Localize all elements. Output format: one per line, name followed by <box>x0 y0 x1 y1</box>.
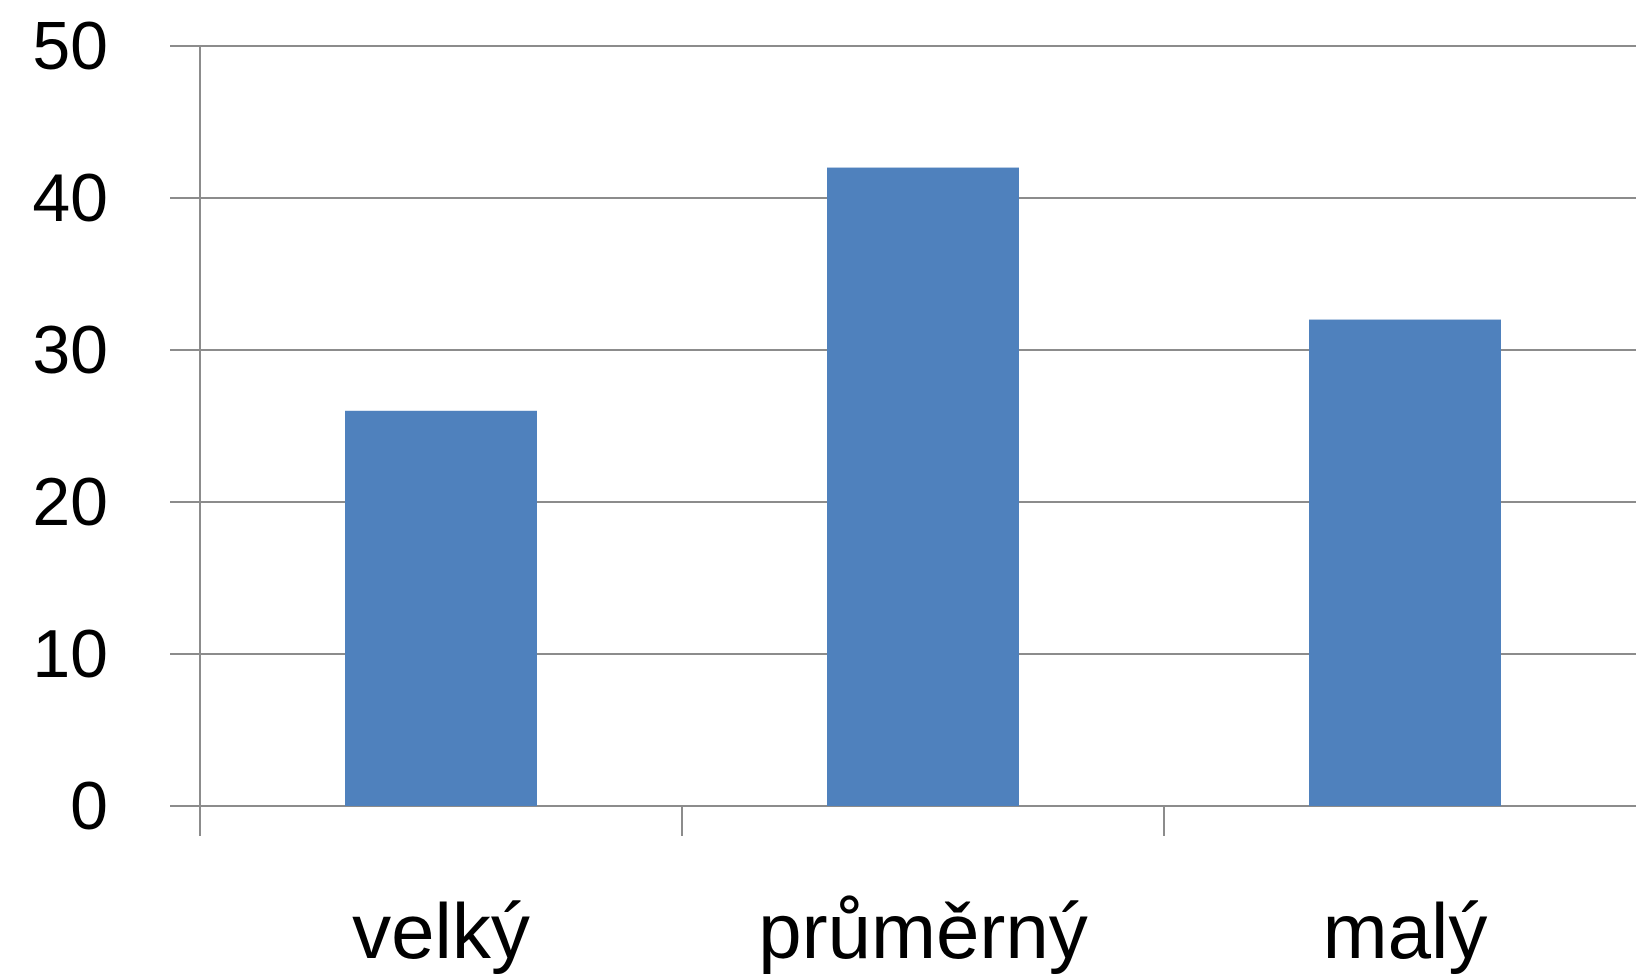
axes <box>199 46 1165 836</box>
y-tick-label: 0 <box>70 768 108 844</box>
x-tick-label: malý <box>1323 887 1488 974</box>
y-tick-label: 10 <box>32 616 108 692</box>
bar-1 <box>827 167 1019 807</box>
x-tick-label: průměrný <box>758 887 1087 974</box>
y-tick-label: 20 <box>32 464 108 540</box>
y-tick-label: 50 <box>32 8 108 84</box>
y-tick-labels: 0 10 20 30 40 50 <box>32 8 108 844</box>
bar-0 <box>345 410 537 806</box>
y-tick-label: 30 <box>32 312 108 388</box>
x-tick-labels: velký průměrný malý <box>352 887 1487 974</box>
x-tick-label: velký <box>352 887 530 974</box>
bars <box>345 167 1501 807</box>
bar-2 <box>1309 319 1501 806</box>
y-tick-label: 40 <box>32 160 108 236</box>
